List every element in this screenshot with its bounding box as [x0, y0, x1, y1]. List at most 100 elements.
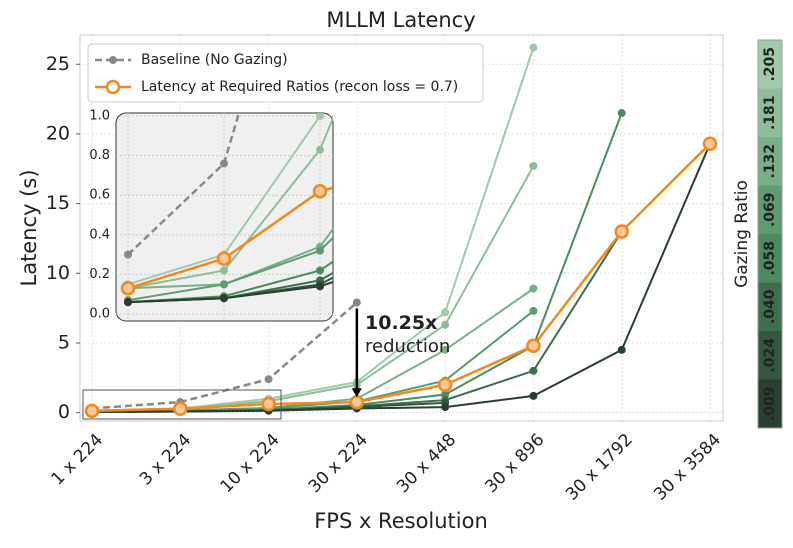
arrow-head — [351, 388, 362, 398]
point — [441, 320, 450, 329]
point — [441, 345, 450, 354]
point — [349, 394, 365, 410]
point — [529, 161, 538, 170]
point — [529, 306, 538, 315]
colorbar-label: .205 — [762, 47, 778, 82]
chart-title: MLLM Latency — [326, 8, 475, 32]
inset-y-tick-label: 0.4 — [89, 227, 110, 242]
point — [529, 284, 538, 293]
series-line — [127, 113, 323, 286]
colorbar-cell — [758, 88, 782, 137]
point — [173, 401, 188, 416]
inset-y-tick-label: 0.0 — [89, 307, 110, 322]
series-line — [127, 227, 333, 290]
legend: Baseline (No Gazing) Latency at Required … — [87, 43, 484, 103]
colorbar-label: .181 — [762, 95, 778, 130]
point — [316, 282, 324, 291]
point — [316, 113, 324, 120]
point — [316, 266, 324, 275]
colorbar-cell — [758, 234, 782, 283]
point — [312, 184, 328, 199]
y-tick-label: 10 — [46, 262, 70, 284]
colorbar-label: .024 — [762, 338, 778, 373]
series-line — [127, 115, 333, 290]
colorbar-cell — [758, 40, 782, 89]
point — [529, 366, 538, 375]
point — [437, 377, 453, 393]
x-tick-label: 30 x 224 — [305, 430, 372, 497]
point — [316, 145, 324, 154]
x-tick-label: 30 x 1792 — [562, 430, 637, 505]
inset-y-tick-label: 0.2 — [89, 267, 110, 282]
point — [216, 251, 232, 266]
colorbar-cell — [758, 185, 782, 234]
point — [220, 266, 228, 275]
point — [526, 338, 541, 354]
x-tick-label: 30 x 896 — [481, 430, 548, 497]
colorbar-label: .040 — [762, 289, 778, 324]
inset-lines — [120, 113, 333, 307]
colorbar-label: .009 — [762, 386, 778, 421]
inset-y-tick-label: 1.0 — [89, 109, 110, 124]
x-axis-label: FPS x Resolution — [314, 509, 488, 533]
point — [352, 298, 361, 307]
point — [220, 280, 228, 289]
x-tick-label: 30 x 448 — [393, 430, 460, 497]
point — [529, 43, 538, 52]
point — [120, 281, 136, 296]
x-tick-label: 10 x 224 — [217, 430, 284, 497]
legend-marker — [105, 79, 121, 95]
legend-box — [87, 43, 484, 103]
annotation-text: reduction — [365, 336, 450, 357]
colorbar-label: .058 — [762, 241, 778, 276]
y-tick-label: 20 — [46, 122, 70, 144]
x-tick-label: 1 x 224 — [48, 430, 107, 489]
point — [84, 403, 100, 419]
legend-label: Latency at Required Ratios (recon loss =… — [141, 79, 458, 95]
series-line — [127, 113, 241, 256]
series-line — [91, 143, 711, 413]
annotation-value: 10.25x — [365, 312, 437, 334]
series-line — [127, 186, 333, 290]
y-tick-label: 5 — [58, 331, 70, 353]
inset-y-tick-label: 0.8 — [89, 148, 110, 163]
colorbar-cell — [758, 282, 782, 331]
series-line — [91, 142, 711, 413]
point — [617, 109, 626, 118]
colorbar-title: Gazing Ratio — [732, 180, 752, 288]
y-tick-label: 25 — [46, 53, 70, 75]
point — [702, 136, 718, 151]
series-line — [127, 280, 333, 304]
main-lines — [84, 43, 718, 419]
point — [220, 159, 228, 168]
legend-label: Baseline (No Gazing) — [141, 52, 288, 68]
point — [124, 298, 132, 307]
colorbar-cell — [758, 331, 782, 380]
point — [220, 294, 228, 303]
y-tick-label: 15 — [46, 192, 70, 214]
x-tick-label: 30 x 3584 — [650, 430, 725, 505]
series-line — [127, 236, 333, 302]
y-axis-label: Latency (s) — [17, 169, 41, 286]
legend-marker — [109, 56, 117, 64]
point — [441, 308, 450, 317]
series-line — [91, 301, 358, 410]
point — [264, 375, 273, 384]
inset-y-tick-label: 0.6 — [89, 188, 110, 203]
point — [617, 345, 626, 354]
point — [529, 391, 538, 400]
colorbar-label: .069 — [762, 192, 778, 227]
point — [441, 403, 450, 412]
point — [261, 396, 276, 412]
colorbar-cell — [758, 137, 782, 186]
point — [316, 246, 324, 255]
x-tick-label: 3 x 224 — [136, 430, 195, 489]
zoom-box — [82, 389, 282, 420]
point — [441, 390, 450, 399]
colorbar-label: .132 — [762, 144, 778, 179]
point — [124, 250, 132, 259]
y-tick-label: 0 — [58, 401, 70, 423]
colorbar-cell — [758, 379, 782, 428]
colorbar-frame — [757, 39, 783, 429]
